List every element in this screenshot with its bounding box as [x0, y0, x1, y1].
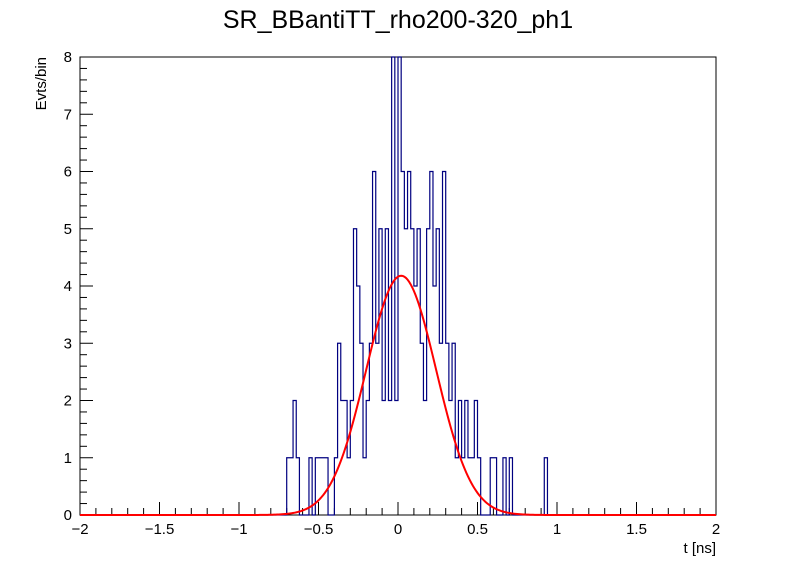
x-tick-label: −1 [230, 521, 247, 538]
histogram-bar [433, 286, 436, 515]
x-tick-label: −0.5 [304, 521, 334, 538]
y-tick-label: 1 [64, 450, 72, 467]
fit-curve-series [80, 274, 716, 516]
x-tick-label: 0.5 [467, 521, 488, 538]
y-tick-label: 4 [64, 278, 72, 295]
x-tick-label: 1 [553, 521, 561, 538]
histogram-bar [347, 458, 350, 515]
histogram-bar [449, 401, 452, 516]
histogram-bar [395, 401, 398, 516]
histogram-bar [423, 401, 426, 516]
histogram-outline [80, 56, 716, 516]
y-tick-label: 2 [64, 393, 72, 410]
y-tick-label: 5 [64, 221, 72, 238]
chart-title: SR_BBantiTT_rho200-320_ph1 [222, 6, 574, 34]
histogram-series [80, 56, 716, 516]
y-tick-label: 8 [64, 49, 72, 66]
y-axis: 0 1 2 3 4 5 6 7 8 [64, 49, 93, 524]
histogram-bar [376, 343, 379, 515]
y-axis-title: Evts/bin [33, 57, 50, 110]
histogram-bar [388, 401, 391, 516]
histogram-bar [290, 458, 293, 515]
histogram-bar [363, 458, 366, 515]
histogram-bar [455, 458, 458, 515]
x-tick-label: −1.5 [145, 521, 175, 538]
gaussian-fit-curve [80, 274, 716, 516]
x-axis-title: t [ns] [683, 540, 716, 557]
y-tick-label: 0 [64, 507, 72, 524]
x-tick-label: −2 [71, 521, 88, 538]
y-tick-label: 6 [64, 164, 72, 181]
x-axis: −2 −1.5 −1 −0.5 0 0.5 1 1.5 2 [71, 502, 720, 538]
x-tick-label: 1.5 [626, 521, 647, 538]
x-tick-label: 2 [712, 521, 720, 538]
histogram-bar [468, 458, 471, 515]
histogram-bar [382, 401, 385, 516]
x-tick-label: 0 [394, 521, 402, 538]
y-tick-label: 7 [64, 106, 72, 123]
histogram-bar [322, 458, 325, 515]
histogram-bar [439, 343, 442, 515]
histogram-bar [414, 286, 417, 515]
histogram-bar [404, 229, 407, 515]
y-tick-label: 3 [64, 335, 72, 352]
